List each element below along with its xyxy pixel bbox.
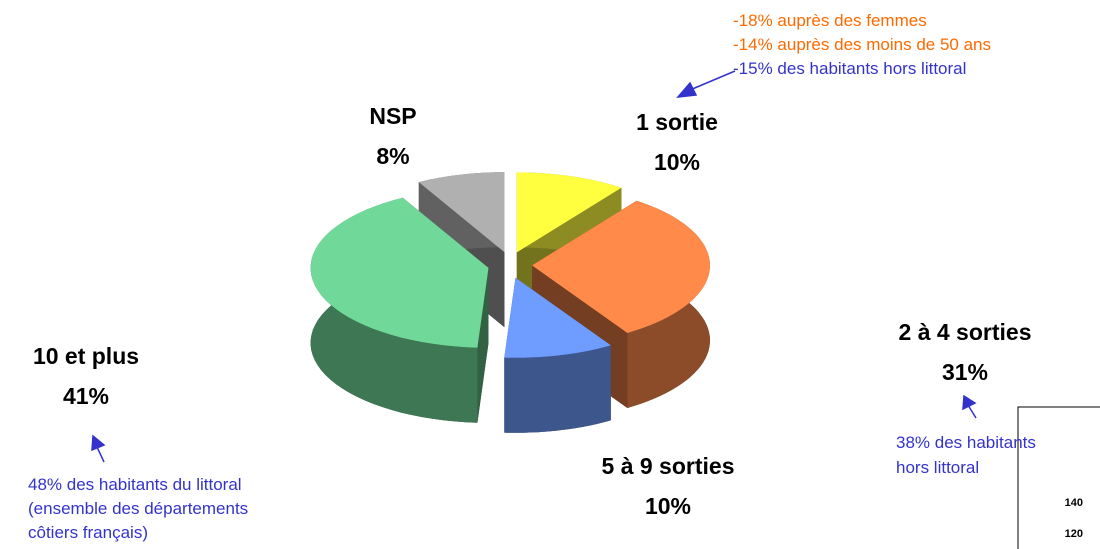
- annotation: -18% auprès des femmes: [733, 11, 927, 30]
- annotation: (ensemble des départements: [28, 499, 248, 518]
- slice-label: 2 à 4 sorties: [899, 319, 1032, 345]
- slice: [504, 277, 611, 433]
- slice-label: 10 et plus: [33, 343, 139, 369]
- slice-top: [532, 200, 710, 333]
- annotation: 38% des habitants: [896, 433, 1036, 452]
- annotation: -14% auprès des moins de 50 ans: [733, 35, 991, 54]
- annotation: 48% des habitants du littoral: [28, 475, 242, 494]
- pie: [310, 172, 710, 433]
- arrows: [91, 70, 977, 463]
- slice-value-label: 8%: [376, 143, 409, 169]
- slice-top: [310, 197, 489, 348]
- inset-frame: [1017, 406, 1100, 549]
- annotation: -15% des habitants hors littoral: [733, 59, 966, 78]
- slice-top: [418, 172, 505, 253]
- slice-top: [516, 172, 622, 253]
- annotation: hors littoral: [896, 458, 979, 477]
- slice-label: 5 à 9 sorties: [602, 453, 735, 479]
- slice-wall: [504, 345, 611, 433]
- inset-label: 140: [1065, 497, 1083, 509]
- slice-value-label: 10%: [645, 493, 691, 519]
- inset-label: 120: [1065, 528, 1083, 540]
- slice-label: 1 sortie: [636, 109, 718, 135]
- slice-value-label: 31%: [942, 359, 988, 385]
- slice-value-label: 10%: [654, 149, 700, 175]
- slice-top: [504, 277, 611, 358]
- annotation: côtiers français): [28, 523, 148, 542]
- slice-value-label: 41%: [63, 383, 109, 409]
- slice-label: NSP: [369, 103, 416, 129]
- slice: [310, 197, 489, 423]
